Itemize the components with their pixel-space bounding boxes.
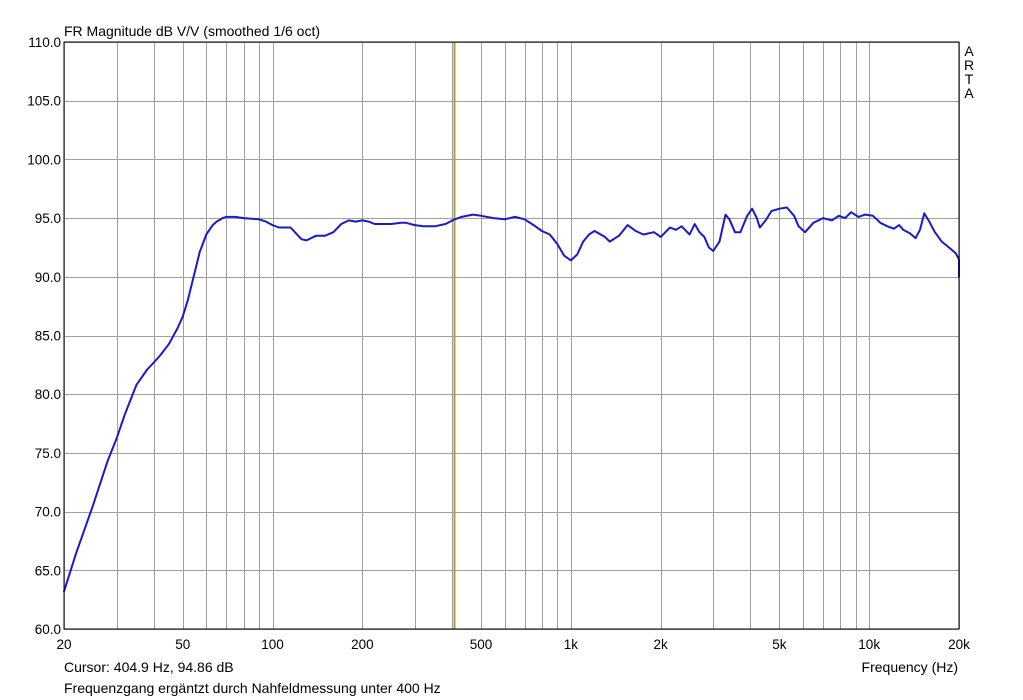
x-tick-label: 2k	[654, 637, 669, 652]
x-tick-label: 50	[175, 637, 190, 652]
y-tick-label: 110.0	[28, 35, 61, 50]
frequency-response-line	[63, 206, 960, 593]
x-tick-label: 5k	[772, 637, 787, 652]
x-axis-label: Frequency (Hz)	[862, 659, 958, 675]
y-tick-label: 85.0	[35, 329, 61, 344]
cursor-readout: Cursor: 404.9 Hz, 94.86 dB	[64, 659, 234, 675]
y-tick-label: 90.0	[35, 270, 61, 285]
y-tick-label: 80.0	[35, 387, 61, 402]
y-tick-label: 105.0	[27, 94, 61, 109]
y-axis-ticks: 60.0 65.0 70.0 75.0 80.0 85.0 90.0 95.0 100.0 105…	[27, 35, 61, 637]
measurement-note: Frequenzgang ergäntzt durch Nahfeldmessu…	[64, 680, 441, 696]
x-tick-label: 20	[56, 637, 71, 652]
y-tick-label: 70.0	[35, 505, 61, 520]
y-tick-label: 100.0	[27, 152, 61, 167]
watermark-letter: R	[964, 57, 974, 73]
watermark-letter: T	[965, 71, 974, 87]
x-tick-label: 200	[351, 637, 374, 652]
x-tick-label: 1k	[564, 637, 579, 652]
x-tick-label: 10k	[858, 637, 880, 652]
plot-frame	[63, 41, 960, 630]
x-axis-ticks: 20 50 100 200 500 1k 2k 5k 10k 20k	[56, 637, 970, 652]
y-tick-label: 75.0	[35, 446, 61, 461]
series-layer	[63, 206, 960, 593]
watermark-letter: A	[964, 43, 974, 59]
x-tick-label: 100	[261, 637, 284, 652]
watermark-letter: A	[964, 85, 974, 101]
x-tick-label: 500	[470, 637, 493, 652]
x-tick-label: 20k	[948, 637, 970, 652]
y-tick-label: 95.0	[35, 211, 61, 226]
y-tick-label: 65.0	[35, 563, 61, 578]
chart-title: FR Magnitude dB V/V (smoothed 1/6 oct)	[64, 23, 320, 39]
y-tick-label: 60.0	[35, 622, 61, 637]
